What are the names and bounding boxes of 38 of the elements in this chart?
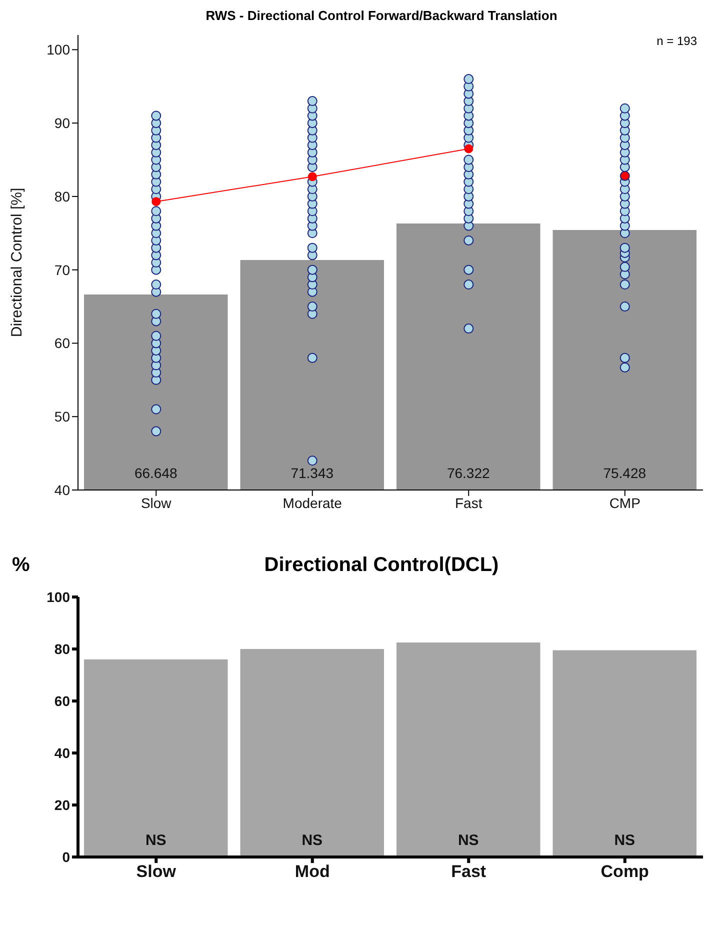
y-tick-label: 70 <box>54 262 70 278</box>
bar <box>84 659 228 857</box>
x-tick-label: Moderate <box>282 494 342 511</box>
y-tick-label: 100 <box>46 588 70 605</box>
y-tick-label: 60 <box>54 335 70 352</box>
y-tick-label: 100 <box>46 42 70 58</box>
x-tick-label: Slow <box>136 862 177 882</box>
y-tick-label: 80 <box>54 188 70 204</box>
data-label: 71.343 <box>290 465 334 481</box>
y-tick-label: 80 <box>54 640 70 657</box>
y-tick-label: 50 <box>54 408 70 425</box>
y-tick-label: 60 <box>54 692 70 709</box>
bar <box>240 649 384 857</box>
data-label: NS <box>302 832 323 849</box>
x-tick-label: Comp <box>600 862 649 882</box>
x-tick-label: Mod <box>294 862 330 882</box>
data-label: NS <box>458 832 479 849</box>
x-tick-label: Fast <box>455 494 482 511</box>
data-label: 75.428 <box>603 465 646 481</box>
y-tick-label: 20 <box>54 796 70 813</box>
y-tick-label: 40 <box>54 482 70 498</box>
data-label: 66.648 <box>134 465 178 481</box>
y-axis-title: Directional Control [%] <box>8 188 26 338</box>
bar <box>396 642 540 857</box>
chart-title: Directional Control(DCL) <box>264 554 499 576</box>
bar <box>552 650 696 857</box>
y-tick-label: 90 <box>54 115 70 132</box>
data-label: NS <box>145 832 166 849</box>
chart-title: RWS - Directional Control Forward/Backward Translation <box>204 8 558 23</box>
data-label: NS <box>614 832 636 849</box>
y-tick-label: 0 <box>62 848 70 865</box>
data-label: 76.322 <box>446 465 490 481</box>
x-tick-label: Fast <box>451 862 486 882</box>
y-axis-title: % <box>12 554 30 577</box>
x-tick-label: Slow <box>140 494 172 511</box>
y-tick-label: 40 <box>54 744 70 761</box>
annotation: n = 193 <box>656 34 697 48</box>
x-tick-label: CMP <box>609 494 640 511</box>
